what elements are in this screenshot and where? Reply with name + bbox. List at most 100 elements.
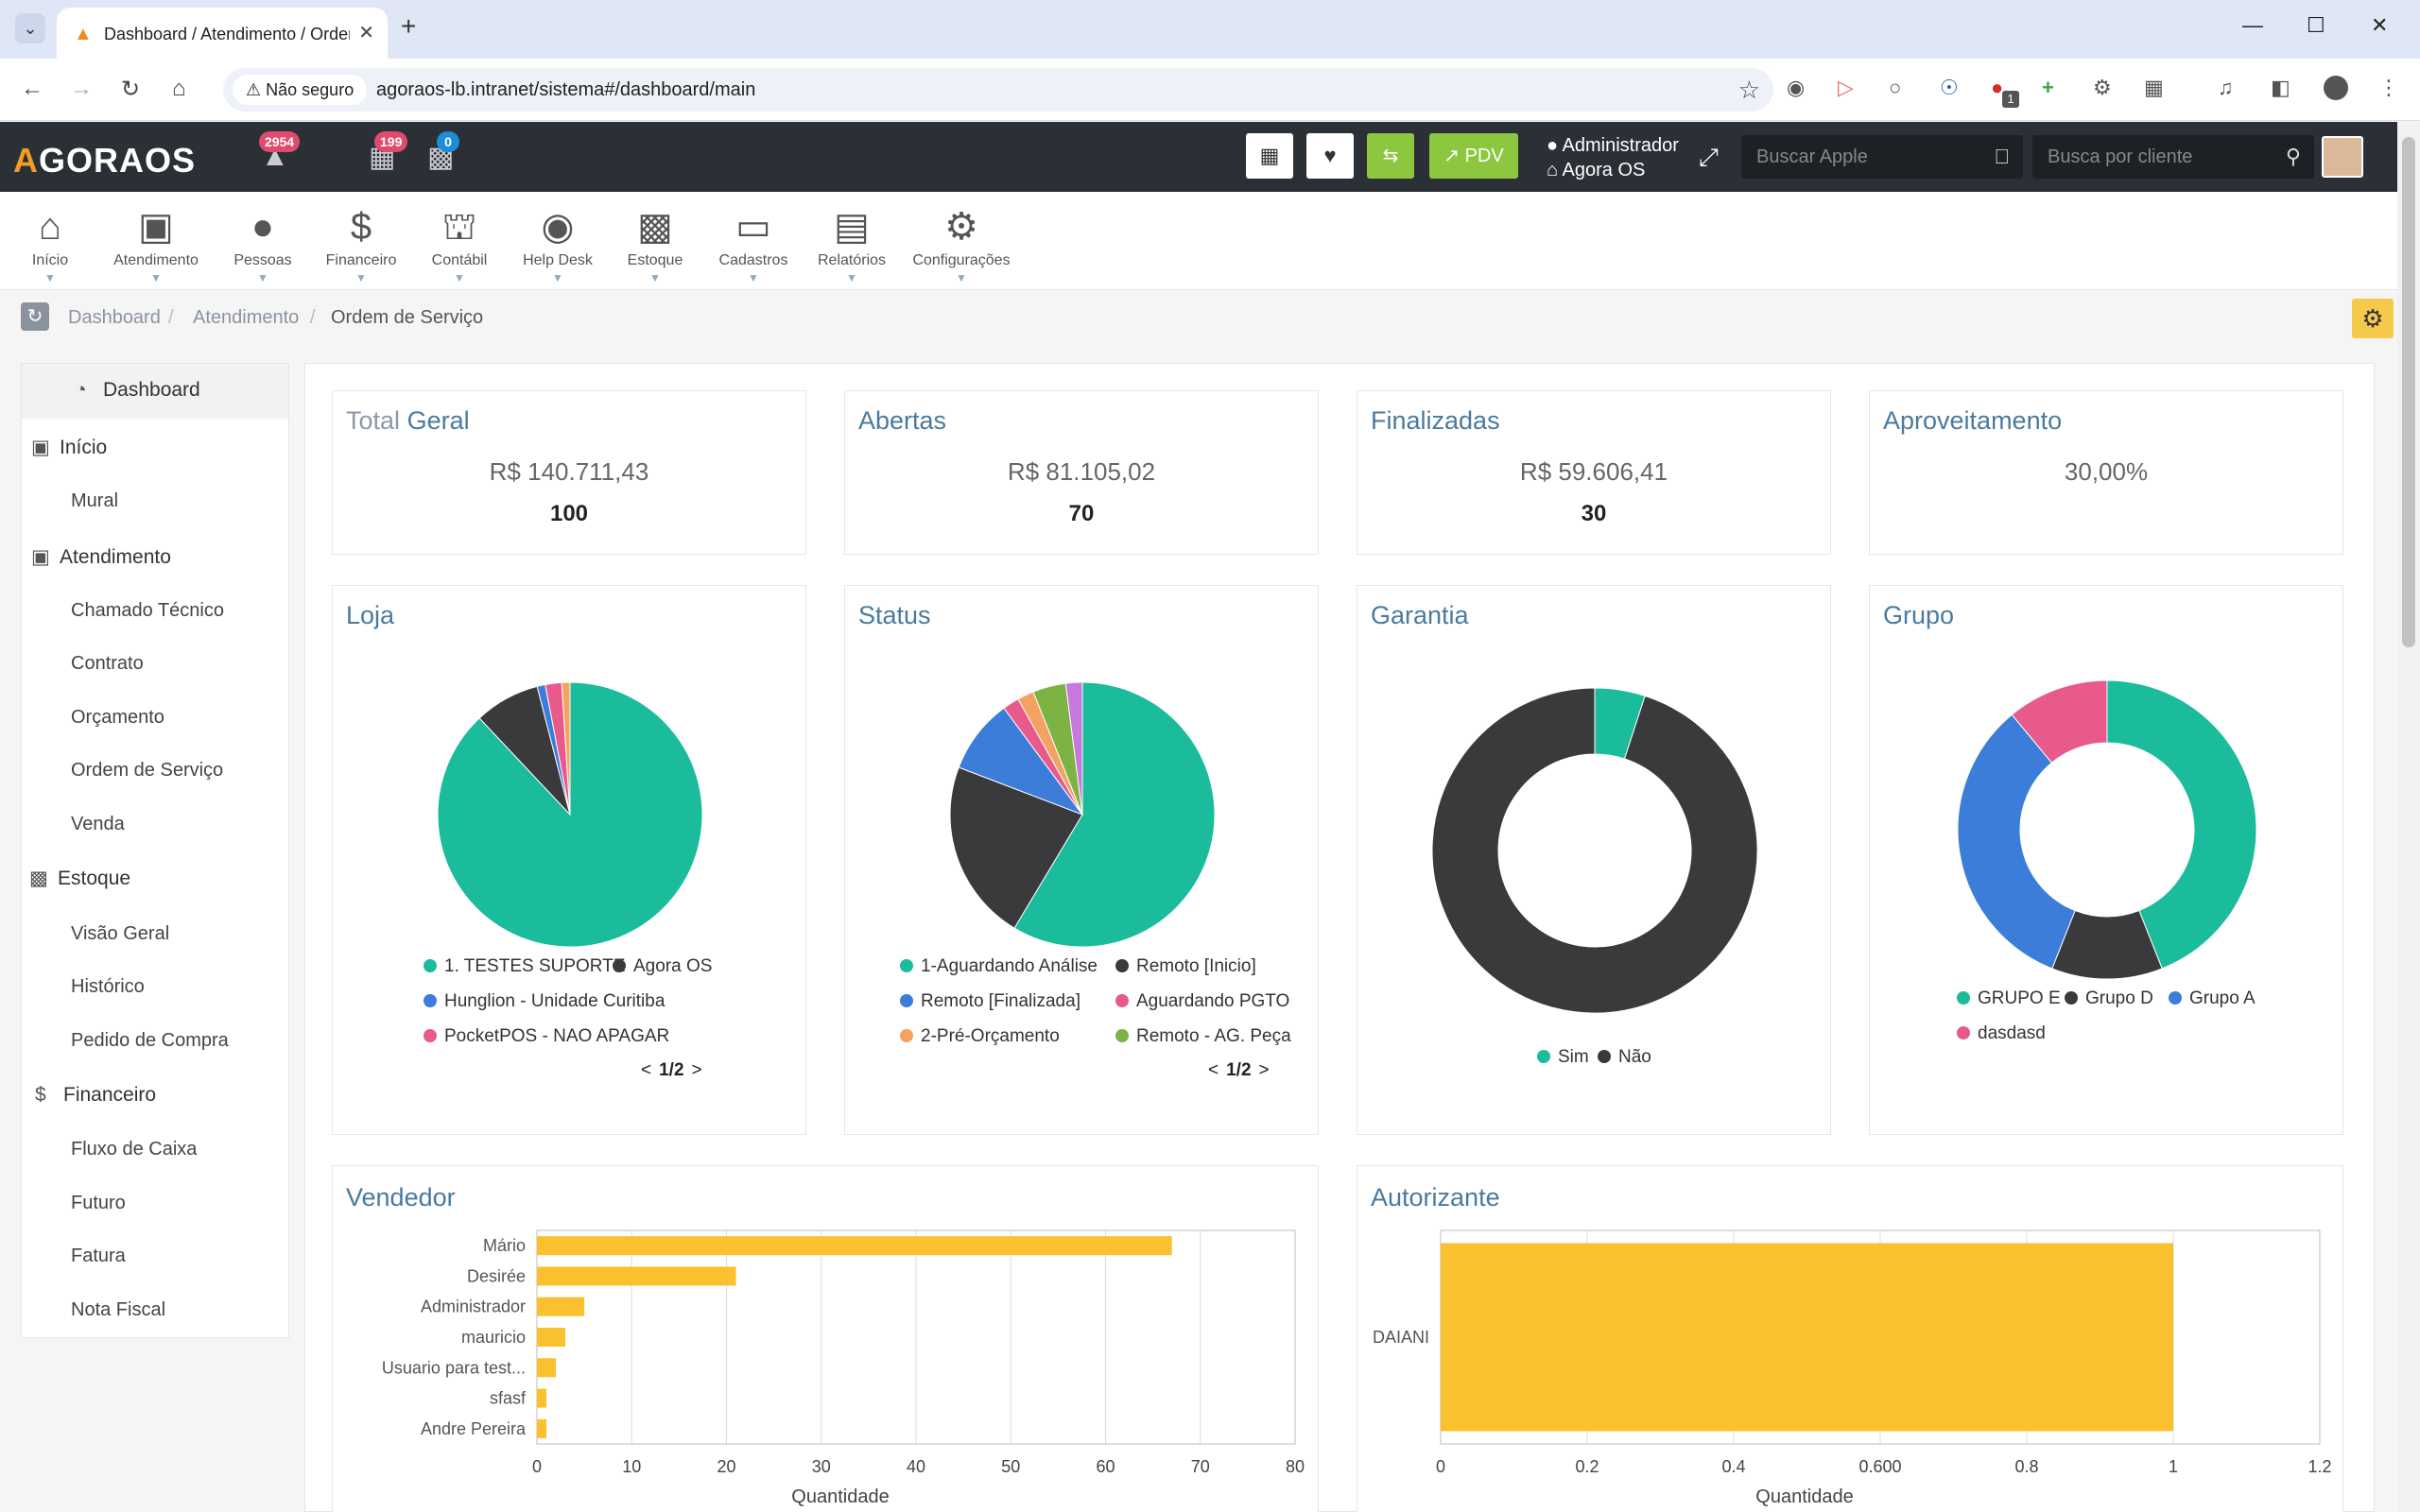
- pie-slice-outros[interactable]: [1064, 681, 1083, 816]
- sidebar-section-inicio[interactable]: ▣ Início: [31, 436, 107, 459]
- extensions-puzzle-icon[interactable]: ▦: [2144, 76, 2164, 99]
- tab-search-button[interactable]: ⌄: [15, 13, 45, 43]
- legend-item-grupo-d[interactable]: Grupo D: [2065, 988, 2153, 1009]
- profile-avatar[interactable]: [2324, 76, 2348, 100]
- add-extension-icon[interactable]: +: [2042, 76, 2054, 99]
- pie-slice-1-aguardando-analise[interactable]: [1013, 681, 1216, 948]
- sidebar-section-estoque[interactable]: ▩ Estoque: [29, 867, 130, 890]
- pdv-button[interactable]: ↗ PDV: [1429, 133, 1518, 179]
- back-icon[interactable]: ←: [21, 76, 43, 101]
- settings-extension-icon[interactable]: ⚙: [2093, 76, 2112, 99]
- pie-slice-nao[interactable]: [1431, 687, 1758, 1014]
- maximize-icon[interactable]: ☐: [2307, 13, 2325, 37]
- sidebar-item-orcamento[interactable]: Orçamento: [71, 707, 164, 728]
- media-control-icon[interactable]: ♫: [2218, 76, 2234, 99]
- bar-desiree[interactable]: [537, 1266, 736, 1286]
- legend-item-sim[interactable]: Sim: [1537, 1047, 1589, 1068]
- module-financeiro[interactable]: $ Financeiro ▼: [318, 205, 405, 284]
- breadcrumb-dashboard[interactable]: Dashboard: [68, 307, 161, 328]
- bar-usuario-para-test[interactable]: [537, 1358, 557, 1378]
- security-chip[interactable]: ⚠ Não seguro: [233, 75, 368, 105]
- status-legend-pager[interactable]: <1/2 >: [1208, 1060, 1270, 1081]
- new-tab-icon[interactable]: +: [401, 11, 417, 41]
- sidebar-item-dashboard[interactable]: ◔ Dashboard: [22, 364, 288, 419]
- browser-tab[interactable]: ▲ Dashboard / Atendimento / Ordem de Ser…: [57, 8, 388, 59]
- home-icon[interactable]: ⌂: [172, 76, 186, 101]
- omnibox[interactable]: ⚠ Não seguro agoraos-lb.intranet/sistema…: [223, 68, 1773, 112]
- legend-item-pocketpos-nao-apagar[interactable]: PocketPOS - NAO APAGAR: [424, 1026, 669, 1047]
- bar-andre-pereira[interactable]: [537, 1418, 547, 1438]
- legend-item-aguardando-pgto[interactable]: Aguardando PGTO: [1115, 991, 1289, 1012]
- module-estoque[interactable]: ▩ Estoque ▼: [614, 205, 696, 284]
- legend-item-dasdasd[interactable]: dasdasd: [1957, 1023, 2046, 1044]
- bar-sfasf[interactable]: [537, 1388, 547, 1408]
- pie-slice-grupo-e[interactable]: [2106, 679, 2257, 970]
- pie-slice-remoto-inicio[interactable]: [949, 766, 1083, 929]
- legend-item-2-pre-orcamento[interactable]: 2-Pré-Orçamento: [900, 1026, 1060, 1047]
- record-extension-icon[interactable]: ●: [1991, 76, 2004, 99]
- legend-item-grupo-e[interactable]: GRUPO E: [1957, 988, 2061, 1009]
- pie-slice-dasdasd[interactable]: [2011, 679, 2108, 764]
- bar-mario[interactable]: [537, 1236, 1172, 1256]
- legend-item-remoto-ag-peca[interactable]: Remoto - AG. Peça: [1115, 1026, 1291, 1047]
- apple-search-input[interactable]: [1741, 135, 2023, 179]
- bar-administrador[interactable]: [537, 1297, 585, 1316]
- sidebar-item-venda[interactable]: Venda: [71, 814, 125, 834]
- legend-item-hunglion-unidade-curitiba[interactable]: Hunglion - Unidade Curitiba: [424, 991, 665, 1012]
- pie-slice-grupo-a[interactable]: [1957, 713, 2076, 970]
- page-scrollbar[interactable]: [2397, 122, 2420, 1512]
- module-configuracoes[interactable]: ⚙ Configurações ▼: [908, 205, 1015, 284]
- legend-item-remoto-finalizada[interactable]: Remoto [Finalizada]: [900, 991, 1080, 1012]
- transfer-button[interactable]: ⇆: [1367, 133, 1414, 179]
- bar-daiani[interactable]: [1441, 1243, 2173, 1432]
- prev-page-icon[interactable]: <: [1208, 1060, 1219, 1080]
- scrollbar-thumb[interactable]: [2402, 137, 2415, 647]
- pie-slice-remoto-finalizada[interactable]: [958, 707, 1084, 816]
- next-page-icon[interactable]: >: [1258, 1060, 1270, 1080]
- sidebar-section-atendimento[interactable]: ▣ Atendimento: [31, 545, 171, 569]
- module-contabil[interactable]: ⛫ Contábil ▼: [420, 205, 499, 284]
- loja-legend-pager[interactable]: <1/2 >: [641, 1060, 702, 1081]
- user-info[interactable]: ● Administrador ⌂ Agora OS: [1547, 133, 1679, 182]
- dashboard-settings-button[interactable]: ⚙: [2352, 299, 2394, 338]
- prev-page-icon[interactable]: <: [641, 1060, 652, 1080]
- sidebar-item-nota-fiscal[interactable]: Nota Fiscal: [71, 1299, 166, 1320]
- legend-item-grupo-a[interactable]: Grupo A: [2169, 988, 2256, 1009]
- screen-record-icon[interactable]: ▷: [1838, 76, 1854, 99]
- module-pessoas[interactable]: ● Pessoas ▼: [223, 205, 302, 284]
- sidebar-item-mural[interactable]: Mural: [71, 490, 119, 511]
- browser-menu-icon[interactable]: ⋮: [2378, 76, 2399, 99]
- side-panel-icon[interactable]: ◧: [2271, 76, 2290, 99]
- sidebar-item-fluxo-de-caixa[interactable]: Fluxo de Caixa: [71, 1139, 198, 1160]
- minimize-icon[interactable]: —: [2242, 13, 2263, 37]
- sidebar-item-chamado-tecnico[interactable]: Chamado Técnico: [71, 600, 224, 621]
- calendar-button[interactable]: ▦: [1246, 133, 1293, 179]
- sidebar-item-pedido-de-compra[interactable]: Pedido de Compra: [71, 1030, 229, 1051]
- reload-icon[interactable]: ↻: [121, 77, 141, 102]
- legend-item-1-testes-suporte[interactable]: 1. TESTES SUPORTE: [424, 956, 625, 977]
- breadcrumb-atendimento[interactable]: Atendimento: [193, 307, 300, 328]
- sidebar-item-ordem-de-servico[interactable]: Ordem de Serviço: [71, 760, 224, 781]
- client-search-input[interactable]: [2032, 135, 2314, 179]
- module-help-desk[interactable]: ◉ Help Desk ▼: [514, 205, 601, 284]
- heartbeat-button[interactable]: ♥: [1306, 133, 1354, 179]
- sidebar-item-fatura[interactable]: Fatura: [71, 1246, 126, 1266]
- url-text[interactable]: agoraos-lb.intranet/sistema#/dashboard/m…: [376, 79, 756, 100]
- sidebar-item-contrato[interactable]: Contrato: [71, 653, 144, 674]
- legend-item-agora-os[interactable]: Agora OS: [613, 956, 712, 977]
- module-inicio[interactable]: ⌂ Início ▼: [9, 205, 91, 284]
- forward-icon[interactable]: →: [70, 76, 93, 101]
- close-window-icon[interactable]: ✕: [2371, 13, 2389, 37]
- refresh-button[interactable]: ↻: [21, 302, 49, 331]
- module-relatorios[interactable]: ▤ Relatórios ▼: [809, 205, 894, 284]
- bar-mauricio[interactable]: [537, 1327, 566, 1348]
- next-page-icon[interactable]: >: [691, 1060, 702, 1080]
- legend-item-1-aguardando-analise[interactable]: 1-Aguardando Análise: [900, 956, 1098, 977]
- password-manager-icon[interactable]: ☉: [1940, 76, 1959, 99]
- sidebar-section-financeiro[interactable]: $ Financeiro: [35, 1084, 156, 1107]
- sidebar-item-historico[interactable]: Histórico: [71, 976, 145, 997]
- legend-item-nao[interactable]: Não: [1598, 1047, 1651, 1068]
- code-extension-icon[interactable]: ○: [1889, 76, 1902, 99]
- search-icon[interactable]: ⚲: [2285, 145, 2301, 168]
- close-tab-icon[interactable]: ✕: [358, 23, 374, 43]
